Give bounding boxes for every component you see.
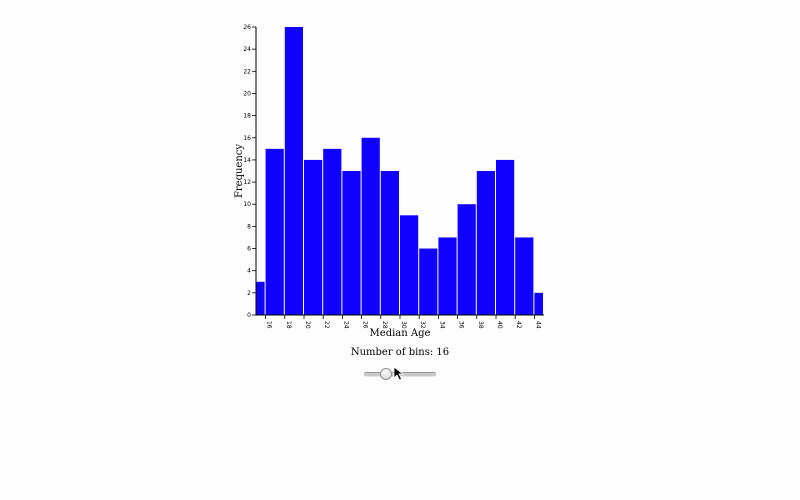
x-tick-label-42: 42: [515, 321, 522, 329]
y-tick-label-6: 6: [247, 246, 251, 253]
y-tick-label-4: 4: [247, 268, 251, 275]
histogram-bar-7: [380, 171, 399, 315]
bins-count-label: Number of bins: 16: [350, 347, 450, 358]
histogram-bar-12: [476, 171, 495, 315]
y-tick-label-18: 18: [243, 113, 251, 120]
histogram-bar-5: [342, 171, 361, 315]
histogram-bar-0: [256, 281, 265, 315]
mouse-cursor-icon: [393, 366, 405, 381]
y-tick-label-16: 16: [243, 135, 251, 142]
y-tick-label-22: 22: [243, 68, 251, 75]
y-axis-title: Frequency: [234, 144, 245, 198]
x-tick-label-28: 28: [381, 321, 388, 329]
histogram-bar-8: [400, 215, 419, 315]
y-tick-label-24: 24: [243, 46, 251, 53]
bars-group: [256, 27, 543, 315]
x-tick-label-20: 20: [304, 321, 311, 329]
x-tick-label-40: 40: [496, 321, 503, 329]
histogram-bar-6: [361, 137, 380, 315]
histogram-bar-9: [419, 248, 438, 315]
y-tick-label-2: 2: [247, 290, 251, 297]
x-tick-label-38: 38: [477, 321, 484, 329]
histogram-bar-15: [534, 292, 543, 315]
y-tick-label-0: 0: [247, 312, 251, 319]
y-tick-label-10: 10: [243, 201, 251, 208]
x-tick-label-26: 26: [362, 321, 369, 329]
x-tick-label-18: 18: [285, 321, 292, 329]
x-axis: 16 18 20 22 24 26 28 30 32 34 36 38 40 42 44: [256, 314, 544, 329]
x-tick-label-22: 22: [323, 321, 330, 329]
y-tick-label-8: 8: [247, 223, 251, 230]
x-tick-label-16: 16: [266, 321, 273, 329]
x-tick-label-44: 44: [534, 321, 541, 329]
y-tick-label-20: 20: [243, 90, 251, 97]
y-tick-label-26: 26: [243, 24, 251, 31]
x-tick-label-30: 30: [400, 321, 407, 329]
x-tick-label-34: 34: [438, 321, 445, 329]
x-tick-label-32: 32: [419, 321, 426, 329]
y-tick-label-14: 14: [243, 157, 251, 164]
histogram-bar-10: [438, 237, 457, 315]
histogram-bar-2: [284, 27, 303, 315]
histogram-bar-14: [515, 237, 534, 315]
x-tick-label-24: 24: [342, 321, 349, 329]
slider-thumb[interactable]: [380, 368, 393, 380]
histogram-bar-4: [323, 148, 342, 315]
x-axis-title: Median Age: [370, 328, 431, 339]
histogram-bar-11: [457, 204, 476, 315]
histogram-bar-13: [496, 159, 515, 315]
histogram-bar-3: [304, 159, 323, 315]
x-tick-label-36: 36: [458, 321, 465, 329]
y-tick-label-12: 12: [243, 179, 251, 186]
histogram-bar-1: [265, 148, 284, 315]
